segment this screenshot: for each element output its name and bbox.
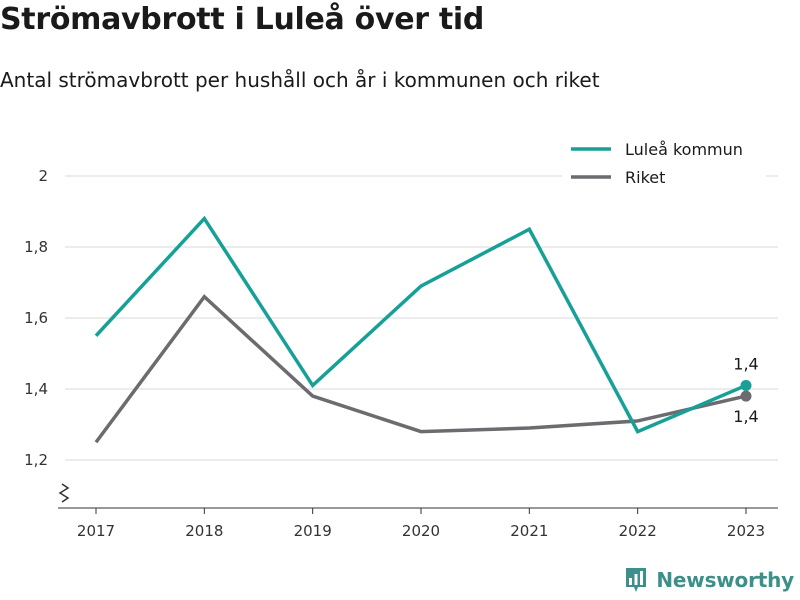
x-tick-label: 2020 bbox=[402, 522, 440, 540]
legend-label: Riket bbox=[625, 168, 665, 187]
end-point bbox=[740, 390, 752, 402]
y-tick-label: 1,4 bbox=[24, 380, 48, 398]
x-tick-label: 2019 bbox=[294, 522, 332, 540]
x-tick-label: 2021 bbox=[510, 522, 548, 540]
brand-logo: Newsworthy bbox=[624, 566, 794, 594]
brand-name: Newsworthy bbox=[656, 568, 794, 592]
y-tick-label: 2 bbox=[38, 167, 48, 185]
bar-chart-logo-icon bbox=[626, 568, 647, 592]
end-point bbox=[740, 379, 752, 391]
end-value-label: 1,4 bbox=[733, 354, 758, 373]
series-line bbox=[94, 294, 747, 444]
x-tick-label: 2023 bbox=[727, 522, 765, 540]
y-tick-label: 1,6 bbox=[24, 309, 48, 327]
x-tick-label: 2017 bbox=[77, 522, 115, 540]
end-value-label: 1,4 bbox=[733, 407, 758, 426]
legend-label: Luleå kommun bbox=[625, 140, 743, 159]
series-line bbox=[94, 215, 747, 434]
axis-break-icon bbox=[58, 483, 70, 503]
chart-subtitle: Antal strömavbrott per hushåll och år i … bbox=[0, 68, 600, 92]
y-tick-label: 1,8 bbox=[24, 238, 48, 256]
legend-background bbox=[562, 134, 766, 194]
y-tick-label: 1,2 bbox=[24, 451, 48, 469]
x-tick-label: 2018 bbox=[185, 522, 223, 540]
x-tick-label: 2022 bbox=[619, 522, 657, 540]
chart-title: Strömavbrott i Luleå över tid bbox=[0, 2, 485, 37]
